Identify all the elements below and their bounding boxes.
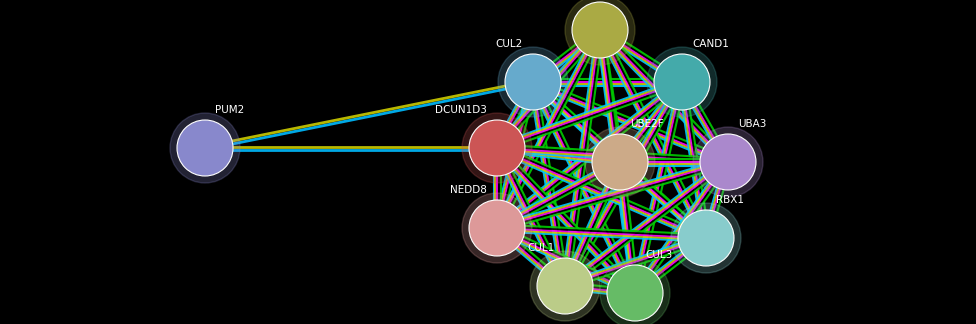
Text: CUL2: CUL2 [496, 39, 523, 49]
Circle shape [671, 203, 741, 273]
Text: RBX1: RBX1 [716, 195, 744, 205]
Circle shape [537, 258, 593, 314]
Circle shape [585, 127, 655, 197]
Circle shape [505, 54, 561, 110]
Circle shape [498, 47, 568, 117]
Text: PUM2: PUM2 [215, 105, 244, 115]
Text: NEDD8: NEDD8 [450, 185, 487, 195]
Text: DCUN1D3: DCUN1D3 [435, 105, 487, 115]
Circle shape [469, 120, 525, 176]
Circle shape [700, 134, 756, 190]
Circle shape [170, 113, 240, 183]
Circle shape [654, 54, 710, 110]
Circle shape [469, 200, 525, 256]
Circle shape [462, 193, 532, 263]
Text: CUL1: CUL1 [528, 243, 555, 253]
Circle shape [462, 113, 532, 183]
Circle shape [572, 2, 628, 58]
Text: CAND1: CAND1 [692, 39, 729, 49]
Circle shape [600, 258, 670, 324]
Circle shape [177, 120, 233, 176]
Circle shape [607, 265, 663, 321]
Text: CUL3: CUL3 [645, 250, 672, 260]
Circle shape [647, 47, 717, 117]
Circle shape [565, 0, 635, 65]
Circle shape [592, 134, 648, 190]
Text: UBA3: UBA3 [738, 119, 766, 129]
Text: UBE2F: UBE2F [630, 119, 664, 129]
Circle shape [530, 251, 600, 321]
Circle shape [693, 127, 763, 197]
Circle shape [678, 210, 734, 266]
